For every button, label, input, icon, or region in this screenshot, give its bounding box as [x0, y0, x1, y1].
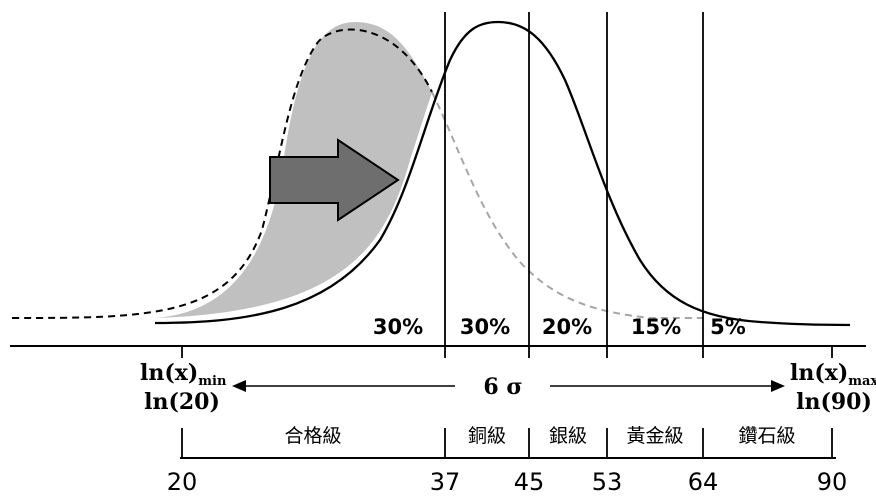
tick-label-64: 64 — [688, 468, 719, 496]
right-label-top: ln(x)max — [790, 360, 876, 389]
right-label-base: ln(x) — [790, 360, 848, 386]
tier-label-diamond: 鑽石級 — [738, 425, 795, 447]
old-distribution-right-tail — [431, 91, 705, 319]
tier-label-gold: 黃金級 — [626, 425, 683, 447]
span-arrow-left-head-icon — [232, 380, 246, 392]
left-label-bottom: ln(20) — [144, 389, 220, 415]
left-label-base: ln(x) — [140, 360, 198, 386]
span-label: 6 σ — [483, 374, 522, 400]
segment-percent-3: 20% — [542, 315, 592, 339]
segment-percent-4: 15% — [631, 315, 681, 339]
tick-label-20: 20 — [167, 468, 198, 496]
tier-label-bronze: 銅級 — [468, 425, 506, 447]
tick-label-45: 45 — [514, 468, 545, 496]
span-arrow-right-head-icon — [771, 380, 785, 392]
right-shift-arrow-icon — [269, 138, 400, 222]
left-label-sub: min — [198, 374, 227, 389]
segment-percent-2: 30% — [460, 315, 510, 339]
left-label-top: ln(x)min — [140, 360, 227, 389]
segment-percent-5: 5% — [710, 315, 746, 339]
tick-label-37: 37 — [430, 468, 461, 496]
tier-label-qualified: 合格級 — [284, 425, 341, 447]
right-label-bottom: ln(90) — [796, 389, 872, 415]
tick-label-53: 53 — [592, 468, 623, 496]
new-distribution-curve — [154, 20, 851, 327]
tick-label-90: 90 — [817, 468, 848, 496]
tier-label-silver: 銀級 — [549, 425, 587, 447]
old-distribution-left-tail — [11, 28, 433, 319]
right-label-sub: max — [848, 374, 876, 389]
segment-percent-1: 30% — [373, 315, 423, 339]
